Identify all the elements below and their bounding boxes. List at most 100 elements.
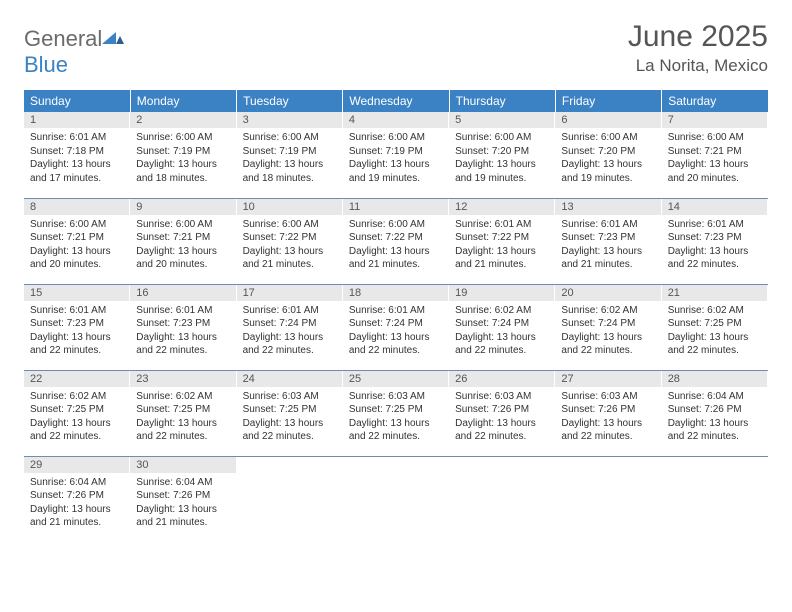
calendar-cell: 5Sunrise: 6:00 AMSunset: 7:20 PMDaylight… [449,112,555,198]
calendar-cell: 15Sunrise: 6:01 AMSunset: 7:23 PMDayligh… [24,284,130,370]
calendar-cell: 24Sunrise: 6:03 AMSunset: 7:25 PMDayligh… [237,370,343,456]
day-number: 5 [449,112,555,128]
calendar-cell: 14Sunrise: 6:01 AMSunset: 7:23 PMDayligh… [662,198,768,284]
day-header: Tuesday [237,90,343,112]
day-number: 14 [662,199,768,215]
calendar-cell: 1Sunrise: 6:01 AMSunset: 7:18 PMDaylight… [24,112,130,198]
day-details: Sunrise: 6:00 AMSunset: 7:21 PMDaylight:… [130,215,236,276]
day-details: Sunrise: 6:01 AMSunset: 7:23 PMDaylight:… [662,215,768,276]
header: General Blue June 2025 La Norita, Mexico [24,20,768,78]
day-header: Saturday [662,90,768,112]
day-number: 3 [237,112,343,128]
calendar-cell: 30Sunrise: 6:04 AMSunset: 7:26 PMDayligh… [130,456,236,542]
calendar-week-row: 15Sunrise: 6:01 AMSunset: 7:23 PMDayligh… [24,284,768,370]
calendar-cell: 12Sunrise: 6:01 AMSunset: 7:22 PMDayligh… [449,198,555,284]
day-number: 17 [237,285,343,301]
day-details: Sunrise: 6:02 AMSunset: 7:25 PMDaylight:… [24,387,130,448]
calendar-cell: 20Sunrise: 6:02 AMSunset: 7:24 PMDayligh… [555,284,661,370]
day-details: Sunrise: 6:02 AMSunset: 7:25 PMDaylight:… [130,387,236,448]
day-number: 29 [24,457,130,473]
day-header: Monday [130,90,236,112]
calendar-cell: 11Sunrise: 6:00 AMSunset: 7:22 PMDayligh… [343,198,449,284]
day-details: Sunrise: 6:01 AMSunset: 7:24 PMDaylight:… [237,301,343,362]
calendar-cell: 6Sunrise: 6:00 AMSunset: 7:20 PMDaylight… [555,112,661,198]
logo-mark-icon [102,30,124,46]
calendar-cell [555,456,661,542]
day-details: Sunrise: 6:03 AMSunset: 7:25 PMDaylight:… [237,387,343,448]
calendar-cell: 18Sunrise: 6:01 AMSunset: 7:24 PMDayligh… [343,284,449,370]
day-number: 27 [555,371,661,387]
day-number: 28 [662,371,768,387]
calendar-cell: 8Sunrise: 6:00 AMSunset: 7:21 PMDaylight… [24,198,130,284]
calendar-cell [449,456,555,542]
day-header: Thursday [449,90,555,112]
day-details: Sunrise: 6:00 AMSunset: 7:20 PMDaylight:… [555,128,661,189]
day-number: 22 [24,371,130,387]
calendar-cell: 16Sunrise: 6:01 AMSunset: 7:23 PMDayligh… [130,284,236,370]
calendar-cell: 25Sunrise: 6:03 AMSunset: 7:25 PMDayligh… [343,370,449,456]
calendar-body: 1Sunrise: 6:01 AMSunset: 7:18 PMDaylight… [24,112,768,542]
calendar-cell [343,456,449,542]
calendar-cell: 28Sunrise: 6:04 AMSunset: 7:26 PMDayligh… [662,370,768,456]
logo-blue: Blue [24,52,68,77]
calendar-cell: 7Sunrise: 6:00 AMSunset: 7:21 PMDaylight… [662,112,768,198]
day-details: Sunrise: 6:02 AMSunset: 7:25 PMDaylight:… [662,301,768,362]
calendar-cell: 9Sunrise: 6:00 AMSunset: 7:21 PMDaylight… [130,198,236,284]
day-number: 30 [130,457,236,473]
calendar-cell: 3Sunrise: 6:00 AMSunset: 7:19 PMDaylight… [237,112,343,198]
day-number: 23 [130,371,236,387]
calendar-week-row: 22Sunrise: 6:02 AMSunset: 7:25 PMDayligh… [24,370,768,456]
day-details: Sunrise: 6:03 AMSunset: 7:26 PMDaylight:… [449,387,555,448]
title-block: June 2025 La Norita, Mexico [628,20,768,76]
calendar-cell: 27Sunrise: 6:03 AMSunset: 7:26 PMDayligh… [555,370,661,456]
calendar-header-row: SundayMondayTuesdayWednesdayThursdayFrid… [24,90,768,112]
day-number: 6 [555,112,661,128]
day-number: 2 [130,112,236,128]
page: General Blue June 2025 La Norita, Mexico… [0,0,792,562]
calendar-cell: 22Sunrise: 6:02 AMSunset: 7:25 PMDayligh… [24,370,130,456]
day-details: Sunrise: 6:02 AMSunset: 7:24 PMDaylight:… [555,301,661,362]
day-number: 10 [237,199,343,215]
calendar-cell: 4Sunrise: 6:00 AMSunset: 7:19 PMDaylight… [343,112,449,198]
day-number: 4 [343,112,449,128]
day-number: 21 [662,285,768,301]
day-details: Sunrise: 6:01 AMSunset: 7:24 PMDaylight:… [343,301,449,362]
calendar-table: SundayMondayTuesdayWednesdayThursdayFrid… [24,90,768,542]
day-details: Sunrise: 6:00 AMSunset: 7:19 PMDaylight:… [343,128,449,189]
day-details: Sunrise: 6:04 AMSunset: 7:26 PMDaylight:… [662,387,768,448]
day-header: Friday [555,90,661,112]
day-number: 8 [24,199,130,215]
day-details: Sunrise: 6:00 AMSunset: 7:22 PMDaylight:… [343,215,449,276]
day-details: Sunrise: 6:01 AMSunset: 7:23 PMDaylight:… [130,301,236,362]
day-details: Sunrise: 6:00 AMSunset: 7:21 PMDaylight:… [662,128,768,189]
calendar-cell [662,456,768,542]
calendar-cell [237,456,343,542]
day-number: 1 [24,112,130,128]
day-number: 26 [449,371,555,387]
day-number: 7 [662,112,768,128]
day-number: 15 [24,285,130,301]
day-number: 9 [130,199,236,215]
calendar-week-row: 29Sunrise: 6:04 AMSunset: 7:26 PMDayligh… [24,456,768,542]
day-number: 13 [555,199,661,215]
day-header: Wednesday [343,90,449,112]
day-number: 25 [343,371,449,387]
calendar-cell: 23Sunrise: 6:02 AMSunset: 7:25 PMDayligh… [130,370,236,456]
calendar-cell: 26Sunrise: 6:03 AMSunset: 7:26 PMDayligh… [449,370,555,456]
day-details: Sunrise: 6:00 AMSunset: 7:19 PMDaylight:… [130,128,236,189]
day-details: Sunrise: 6:03 AMSunset: 7:25 PMDaylight:… [343,387,449,448]
logo-general: General [24,26,102,51]
day-details: Sunrise: 6:01 AMSunset: 7:22 PMDaylight:… [449,215,555,276]
day-number: 24 [237,371,343,387]
day-details: Sunrise: 6:02 AMSunset: 7:24 PMDaylight:… [449,301,555,362]
title-location: La Norita, Mexico [628,56,768,76]
day-details: Sunrise: 6:00 AMSunset: 7:20 PMDaylight:… [449,128,555,189]
day-number: 11 [343,199,449,215]
day-details: Sunrise: 6:00 AMSunset: 7:21 PMDaylight:… [24,215,130,276]
logo: General Blue [24,26,124,78]
calendar-week-row: 8Sunrise: 6:00 AMSunset: 7:21 PMDaylight… [24,198,768,284]
day-details: Sunrise: 6:01 AMSunset: 7:18 PMDaylight:… [24,128,130,189]
day-number: 12 [449,199,555,215]
day-details: Sunrise: 6:00 AMSunset: 7:22 PMDaylight:… [237,215,343,276]
day-number: 19 [449,285,555,301]
